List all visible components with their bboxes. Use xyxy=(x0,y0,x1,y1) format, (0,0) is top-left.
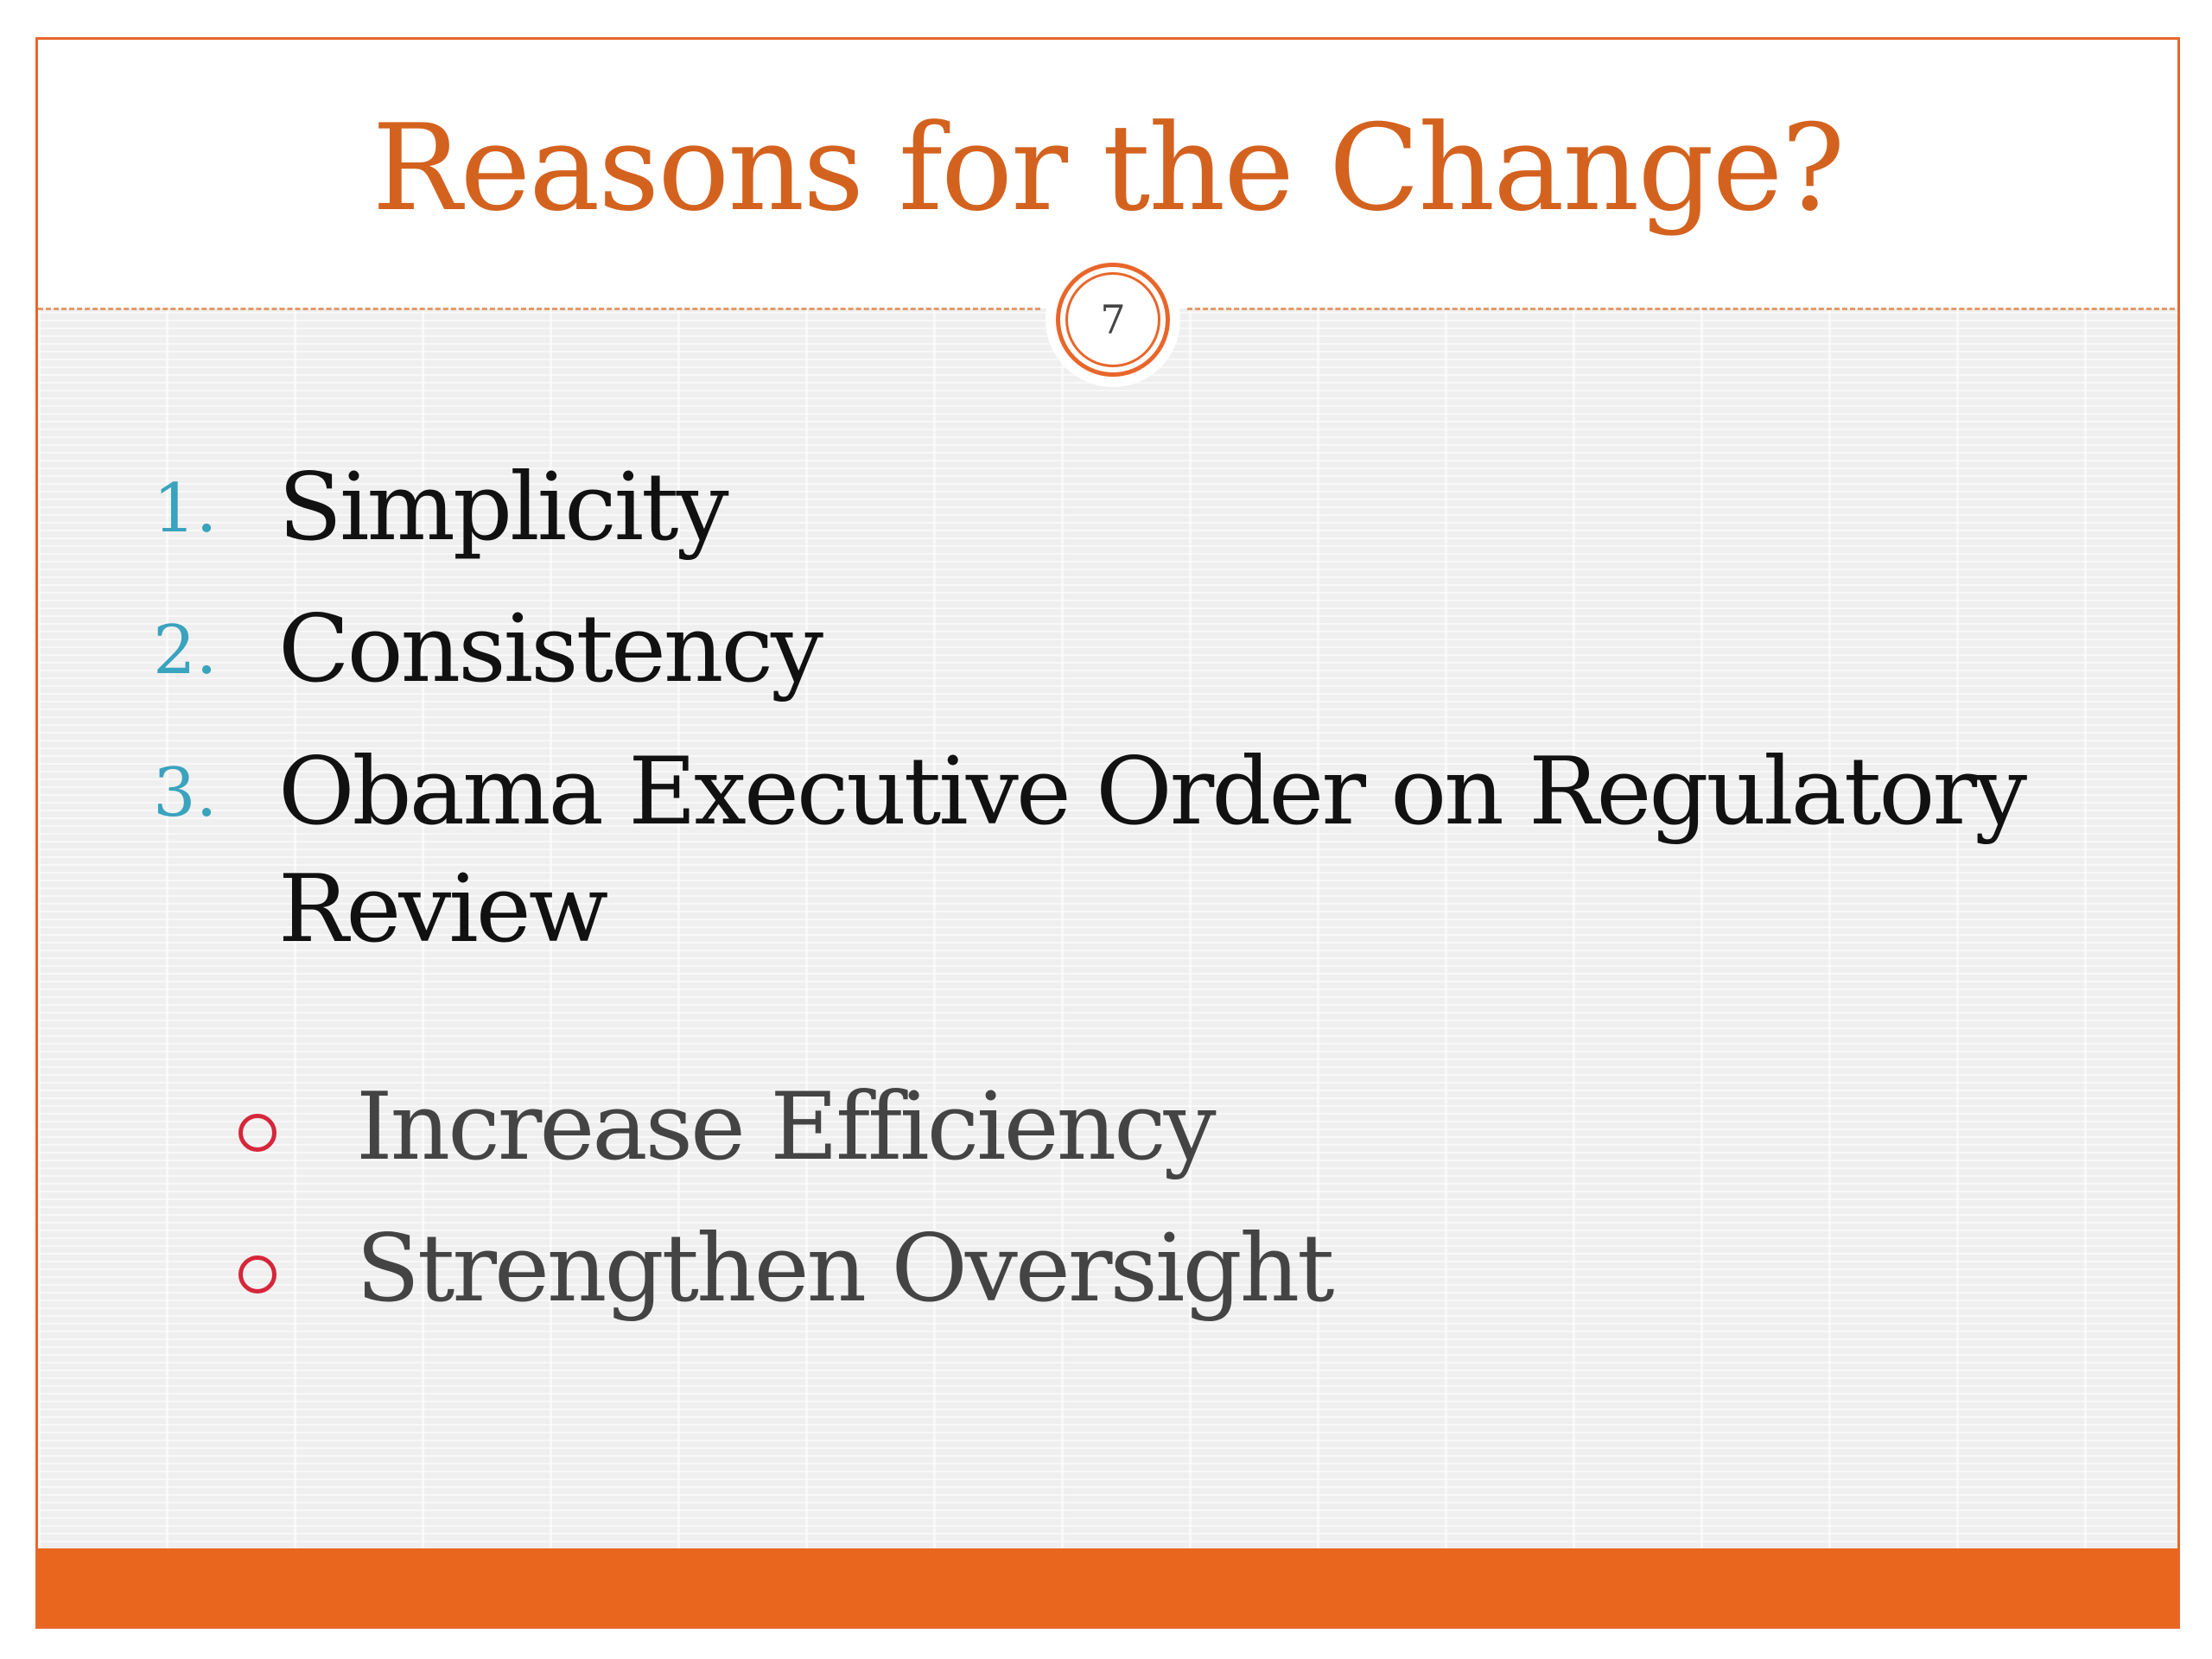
title-divider-right xyxy=(1187,308,2177,310)
slide-number: 7 xyxy=(1065,272,1160,367)
slide: Reasons for the Change? 1. Simplicity 2.… xyxy=(35,37,2180,1629)
hollow-circle-bullet-icon xyxy=(238,1114,276,1152)
slide-number-badge: 7 xyxy=(1056,263,1170,377)
list-item-text-continued: Review xyxy=(278,855,608,963)
list-number: 3. xyxy=(153,754,218,832)
list-number: 2. xyxy=(153,612,218,690)
sub-item-text: Increase Efficiency xyxy=(356,1073,1217,1181)
list-number: 1. xyxy=(153,470,218,548)
slide-body: 1. Simplicity 2. Consistency 3. Obama Ex… xyxy=(38,308,2177,1589)
footer-bar xyxy=(38,1548,2177,1626)
sub-item-text: Strengthen Oversight xyxy=(356,1215,1335,1323)
list-item-text: Simplicity xyxy=(278,454,729,562)
list-item-text: Consistency xyxy=(278,595,823,703)
slide-title: Reasons for the Change? xyxy=(372,99,1846,238)
list-item-text: Obama Executive Order on Regulatory xyxy=(278,738,2027,846)
title-divider-left xyxy=(38,308,1040,310)
hollow-circle-bullet-icon xyxy=(238,1255,276,1294)
